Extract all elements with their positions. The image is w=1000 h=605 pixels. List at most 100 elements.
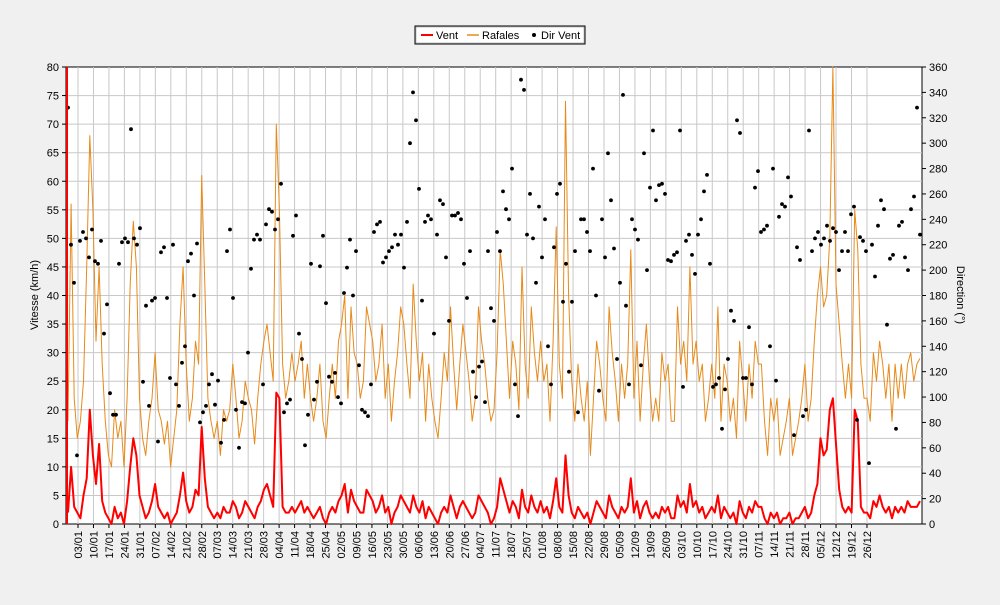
dir-vent-point: [705, 173, 709, 177]
y-tick-label-right: 100: [929, 392, 947, 404]
dir-vent-point: [237, 445, 241, 450]
dir-vent-point: [915, 105, 919, 110]
dir-vent-point: [165, 296, 169, 300]
dir-vent-point: [837, 268, 841, 272]
x-tick-label: 24/01: [119, 531, 131, 559]
x-tick-label: 28/02: [197, 531, 209, 559]
x-tick-label: 14/03: [228, 531, 240, 559]
dir-vent-point: [87, 255, 91, 260]
dir-vent-point: [438, 198, 442, 203]
y-tick-label-right: 300: [929, 138, 947, 150]
dir-vent-point: [432, 331, 436, 336]
dir-vent-point: [855, 418, 859, 422]
x-tick-label: 22/08: [584, 531, 596, 559]
y-tick-label-right: 160: [929, 316, 947, 328]
dir-vent-point: [210, 372, 214, 377]
dir-vent-point: [273, 227, 277, 232]
dir-vent-point: [648, 185, 652, 190]
dir-vent-point: [441, 202, 445, 207]
dir-vent-point: [894, 426, 898, 431]
dir-vent-point: [633, 227, 637, 232]
dir-vent-point: [834, 230, 838, 234]
dir-vent-point: [261, 382, 265, 387]
x-tick-label: 25/07: [522, 531, 534, 559]
y-tick-label-right: 240: [929, 214, 947, 226]
dir-vent-point: [258, 237, 262, 242]
dir-vent-point: [489, 306, 493, 311]
y-tick-label-right: 20: [929, 494, 941, 506]
dir-vent-point: [126, 240, 130, 245]
x-tick-label: 14/11: [769, 531, 781, 558]
dir-vent-point: [198, 420, 202, 425]
dir-vent-point: [108, 391, 112, 396]
dir-vent-point: [345, 265, 349, 270]
dir-vent-point: [306, 412, 310, 417]
x-tick-label: 04/04: [274, 531, 286, 559]
dir-vent-point: [78, 239, 82, 243]
dir-vent-point: [69, 242, 73, 247]
dir-vent-point: [840, 249, 844, 254]
dir-vent-point: [765, 223, 769, 228]
dir-vent-point: [903, 255, 907, 260]
dir-vent-point: [144, 303, 148, 308]
x-tick-label: 26/09: [661, 531, 673, 559]
dir-vent-point: [399, 232, 403, 237]
dir-vent-point: [528, 192, 532, 196]
dir-vent-point: [816, 230, 820, 234]
x-tick-label: 01/08: [537, 531, 549, 559]
x-tick-label: 11/07: [491, 531, 503, 558]
y-axis-left: 0 5 10 15 20 25 30 35 40 45 50 55 60 65 70 75 80: [47, 62, 66, 531]
dir-vent-point: [798, 258, 802, 262]
dir-vent-point: [303, 443, 307, 448]
dir-vent-point: [417, 187, 421, 191]
dir-vent-point: [675, 250, 679, 255]
dir-vent-point: [102, 331, 106, 336]
dir-vent-point: [795, 245, 799, 250]
y-tick-label-left: 65: [47, 148, 59, 160]
dir-vent-point: [186, 259, 190, 264]
dir-vent-point: [285, 401, 289, 406]
dir-vent-point: [723, 387, 727, 392]
x-tick-label: 20/06: [444, 531, 456, 559]
x-tick-label: 10/10: [692, 531, 704, 559]
y-tick-label-right: 360: [929, 62, 947, 74]
dir-vent-point: [477, 364, 481, 369]
dir-vent-point: [180, 360, 184, 365]
dir-vent-point: [381, 260, 385, 265]
dir-vent-point: [297, 331, 301, 336]
dir-vent-point: [111, 412, 115, 417]
legend-label-dir-vent: Dir Vent: [541, 30, 580, 42]
dir-vent-point: [690, 253, 694, 257]
dir-vent-point: [90, 227, 94, 232]
dir-vent-point: [696, 232, 700, 237]
dir-vent-point: [468, 249, 472, 254]
dir-vent-point: [600, 217, 604, 222]
dir-vent-point: [300, 357, 304, 361]
dir-vent-point: [420, 298, 424, 303]
dir-vent-point: [354, 249, 358, 254]
x-tick-label: 24/10: [723, 531, 735, 559]
dir-vent-point: [891, 253, 895, 257]
dir-vent-point: [93, 259, 97, 264]
dir-vent-point: [876, 223, 880, 228]
dir-vent-point: [747, 325, 751, 330]
dir-vent-point: [759, 230, 763, 234]
dir-vent-point: [123, 236, 127, 241]
dir-vent-point: [861, 239, 865, 243]
dir-vent-point: [843, 230, 847, 234]
legend-swatch-dir-vent: [532, 33, 536, 37]
dir-vent-point: [663, 192, 667, 196]
x-tick-label: 21/11: [785, 531, 797, 558]
dir-vent-point: [456, 211, 460, 215]
dir-vent-point: [204, 404, 208, 408]
dir-vent-point: [699, 217, 703, 222]
dir-vent-point: [480, 359, 484, 364]
dir-vent-point: [288, 397, 292, 402]
dir-vent-point: [789, 194, 793, 199]
dir-vent-point: [792, 433, 796, 437]
dir-vent-point: [444, 255, 448, 260]
dir-vent-point: [279, 181, 283, 186]
dir-vent-point: [282, 410, 286, 415]
x-tick-label: 21/03: [243, 531, 255, 559]
